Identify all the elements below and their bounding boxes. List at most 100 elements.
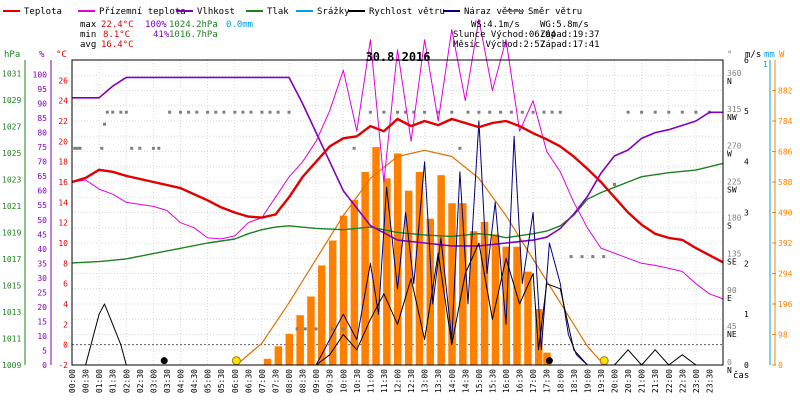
wind-direction-point xyxy=(119,110,123,114)
time-tick: 18:00 xyxy=(556,369,565,393)
wind-direction-point xyxy=(124,110,128,114)
wind-direction-point xyxy=(222,110,226,114)
stat-avg-temp: 16.4°C xyxy=(101,40,134,50)
wind-gust-line xyxy=(72,120,723,366)
time-tick: 13:00 xyxy=(421,369,430,393)
humidity-tick: 50 xyxy=(37,216,47,225)
humidity-tick: 10 xyxy=(37,332,47,341)
temperature-tick: 18 xyxy=(58,158,68,167)
direction-tick-compass: SW xyxy=(727,185,737,194)
wind-direction-point xyxy=(276,110,280,114)
wind-direction-point xyxy=(105,110,109,114)
time-tick: 19:30 xyxy=(597,369,606,393)
stat-wg: WG:5.8m/s xyxy=(540,20,589,30)
solar-bar xyxy=(372,147,380,365)
solar-tick: 784 xyxy=(778,117,793,126)
wind-direction-point xyxy=(680,110,684,114)
time-tick: 19:00 xyxy=(583,369,592,393)
time-tick: 11:00 xyxy=(366,369,375,393)
solar-bar xyxy=(426,218,434,365)
time-tick: 11:30 xyxy=(380,369,389,393)
humidity-tick: 30 xyxy=(37,274,47,283)
humidity-tick: 65 xyxy=(37,172,47,181)
time-tick: 07:30 xyxy=(271,369,280,393)
legend-label: Vlhkost xyxy=(197,7,235,17)
direction-tick-compass: N xyxy=(727,77,732,86)
plot-frame xyxy=(71,59,724,366)
direction-tick: 45 xyxy=(727,322,737,331)
wind-direction-point xyxy=(653,110,657,114)
temperature-tick: 22 xyxy=(58,117,68,126)
rain-marker xyxy=(160,357,168,365)
wind-direction-point xyxy=(187,110,191,114)
time-tick: 00:00 xyxy=(68,369,77,393)
humidity-tick: 20 xyxy=(37,303,47,312)
direction-tick: 135 xyxy=(727,250,742,259)
temperature-tick: 8 xyxy=(63,259,68,268)
solar-bar xyxy=(318,265,326,365)
wind-direction-point xyxy=(396,110,399,114)
wind-direction-point xyxy=(78,146,82,150)
solar-bar xyxy=(263,358,272,365)
direction-tick-compass: W xyxy=(727,149,732,158)
direction-tick: 315 xyxy=(727,105,742,114)
series-lines xyxy=(71,18,724,366)
chart-title: 30.8.2016 xyxy=(365,50,430,64)
unit-humidity: % xyxy=(39,50,45,60)
pressure-tick: 1015 xyxy=(2,281,21,290)
solar-bar xyxy=(307,296,315,365)
time-tick: 09:30 xyxy=(326,369,335,393)
solar-tick: 882 xyxy=(778,87,793,96)
time-tick: 04:00 xyxy=(177,369,186,393)
pressure-tick: 1031 xyxy=(2,69,21,78)
time-tick: 00:30 xyxy=(82,369,91,393)
pressure-tick: 1019 xyxy=(2,228,21,237)
solar-tick: 392 xyxy=(778,239,793,248)
pressure-line xyxy=(71,162,724,264)
humidity-tick: 95 xyxy=(37,85,47,94)
stat-max-temp: 22.4°C xyxy=(101,20,134,30)
wind-direction-point xyxy=(542,110,546,114)
solar-bar xyxy=(339,215,348,365)
wind-direction-point xyxy=(138,146,142,150)
solar-bar xyxy=(361,172,369,365)
wind-direction-point xyxy=(613,182,616,186)
humidity-line xyxy=(72,76,723,247)
time-tick: 22:30 xyxy=(678,369,687,393)
time-tick: 10:30 xyxy=(353,369,362,393)
time-tick: 21:00 xyxy=(638,369,647,393)
direction-tick: 225 xyxy=(727,177,742,186)
wind-direction-point xyxy=(314,327,318,331)
humidity-tick: 15 xyxy=(37,317,47,326)
direction-tick-compass: N xyxy=(727,366,732,375)
temperature-tick: 16 xyxy=(58,178,68,187)
time-tick: 07:00 xyxy=(258,369,267,393)
time-tick: 17:30 xyxy=(543,369,552,393)
unit-temperature: °C xyxy=(56,50,67,60)
sunset-icon xyxy=(599,356,609,366)
solar-bar xyxy=(502,246,510,365)
stat-sun: Slunce Východ:06:04 xyxy=(453,30,556,40)
wind-direction-point xyxy=(295,327,299,331)
stat-min-label: min xyxy=(80,30,96,40)
direction-tick: 180 xyxy=(727,214,742,223)
time-tick: 15:30 xyxy=(488,369,497,393)
wind-direction-point xyxy=(151,146,155,150)
wind-tick: 5 xyxy=(744,107,749,116)
pressure-tick: 1027 xyxy=(2,122,21,131)
wind-direction-point xyxy=(241,110,245,114)
time-tick: 06:30 xyxy=(244,369,253,393)
wind-direction-point xyxy=(195,110,199,114)
direction-tick-compass: NW xyxy=(727,113,737,122)
pressure-tick: 1021 xyxy=(2,202,21,211)
solar-radiation xyxy=(236,147,605,366)
moon-marker xyxy=(545,357,553,365)
solar-bar xyxy=(513,246,521,365)
legend-label: Přízemní teplota xyxy=(99,7,186,17)
time-tick: 15:00 xyxy=(475,369,484,393)
solar-bar xyxy=(480,221,489,365)
temperature-tick: 6 xyxy=(63,280,68,289)
stat-min-hum: 41% xyxy=(153,30,170,40)
wind-direction-point xyxy=(103,122,106,126)
